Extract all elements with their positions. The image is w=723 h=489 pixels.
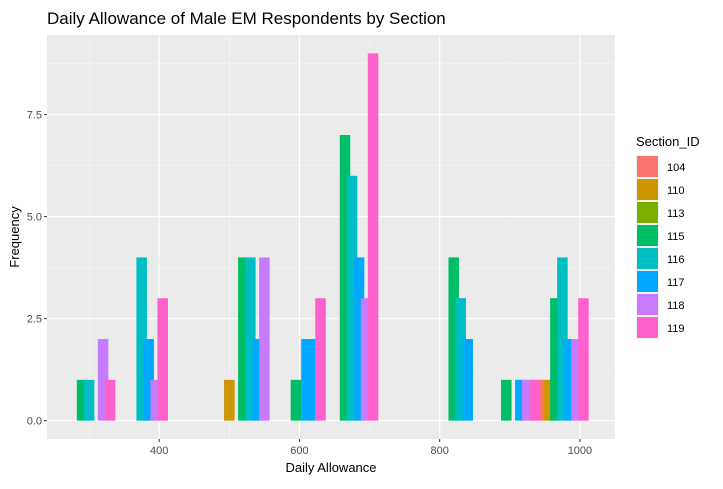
y-tick-label: 0.0 bbox=[27, 416, 42, 428]
x-tick-label: 800 bbox=[431, 445, 449, 457]
y-tick-label: 7.5 bbox=[27, 110, 42, 122]
x-tick-label: 600 bbox=[290, 445, 308, 457]
x-tick-label: 400 bbox=[150, 445, 168, 457]
legend-label-115: 115 bbox=[667, 231, 685, 243]
bar-section-115 bbox=[76, 379, 88, 421]
legend-title: Section_ID bbox=[636, 134, 700, 149]
legend-label-113: 113 bbox=[667, 208, 685, 220]
bar-section-110 bbox=[224, 379, 235, 421]
bar-section-115 bbox=[238, 257, 249, 421]
legend-label-119: 119 bbox=[667, 323, 685, 335]
y-tick-label: 5.0 bbox=[27, 212, 42, 224]
bar-section-118 bbox=[97, 339, 109, 421]
bar-section-115 bbox=[290, 379, 302, 421]
bar-section-118 bbox=[571, 339, 582, 421]
bar-section-116 bbox=[83, 379, 95, 421]
x-axis-label: Daily Allowance bbox=[285, 460, 376, 475]
bar-section-119 bbox=[529, 379, 540, 421]
bar-section-117 bbox=[301, 339, 312, 421]
bar-section-118 bbox=[259, 257, 270, 421]
bar-section-116 bbox=[557, 257, 568, 421]
x-axis-ticks: 400 600 800 1000 bbox=[150, 439, 592, 457]
chart-title: Daily Allowance of Male EM Respondents b… bbox=[47, 9, 446, 28]
bar-section-119 bbox=[578, 298, 589, 421]
legend-items: 104 110 113 115 116 117 118 119 bbox=[636, 155, 685, 339]
bar-section-116 bbox=[136, 257, 147, 421]
legend-label-118: 118 bbox=[667, 300, 685, 312]
bar-section-118 bbox=[522, 379, 533, 421]
legend-swatch-113 bbox=[637, 202, 658, 223]
legend-swatch-115 bbox=[637, 225, 658, 246]
legend-label-104: 104 bbox=[667, 162, 685, 174]
legend-label-117: 117 bbox=[667, 277, 685, 289]
bar-section-116 bbox=[455, 298, 466, 421]
plot-panel bbox=[47, 35, 615, 439]
bar-section-119 bbox=[367, 53, 379, 421]
y-axis-label: Frequency bbox=[7, 206, 22, 268]
bar-section-115 bbox=[339, 134, 351, 421]
bar-section-115 bbox=[448, 257, 459, 421]
y-axis-ticks: 0.0 2.5 5.0 7.5 bbox=[27, 110, 47, 428]
bar-section-117 bbox=[515, 379, 526, 421]
bar-section-119 bbox=[315, 298, 326, 421]
bar-section-119 bbox=[157, 298, 168, 421]
legend-swatch-104 bbox=[637, 156, 658, 177]
y-tick-label: 2.5 bbox=[27, 314, 42, 326]
legend-swatch-118 bbox=[637, 294, 658, 315]
bar-section-115 bbox=[501, 379, 512, 421]
legend-swatch-119 bbox=[637, 317, 658, 338]
bar-section-117 bbox=[564, 339, 575, 421]
bar-section-116 bbox=[245, 257, 256, 421]
legend-swatch-117 bbox=[637, 271, 658, 292]
bar-section-117 bbox=[308, 339, 319, 421]
legend-swatch-110 bbox=[637, 179, 658, 200]
x-tick-label: 1000 bbox=[568, 445, 592, 457]
legend-label-110: 110 bbox=[667, 185, 685, 197]
bar-section-117 bbox=[143, 339, 154, 421]
legend: Section_ID 104 110 113 115 116 117 118 119 bbox=[636, 134, 700, 339]
bar-section-118 bbox=[360, 298, 372, 421]
bar-section-117 bbox=[252, 339, 263, 421]
bars bbox=[76, 53, 589, 421]
bar-section-119 bbox=[104, 379, 116, 421]
bar-section-115 bbox=[550, 298, 561, 421]
legend-label-116: 116 bbox=[667, 254, 685, 266]
bar-section-116 bbox=[346, 175, 358, 421]
bar-section-117 bbox=[462, 339, 473, 421]
bar-section-117 bbox=[353, 257, 365, 421]
bar-section-110 bbox=[543, 379, 554, 421]
legend-swatch-116 bbox=[637, 248, 658, 269]
bar-section-118 bbox=[150, 379, 161, 421]
